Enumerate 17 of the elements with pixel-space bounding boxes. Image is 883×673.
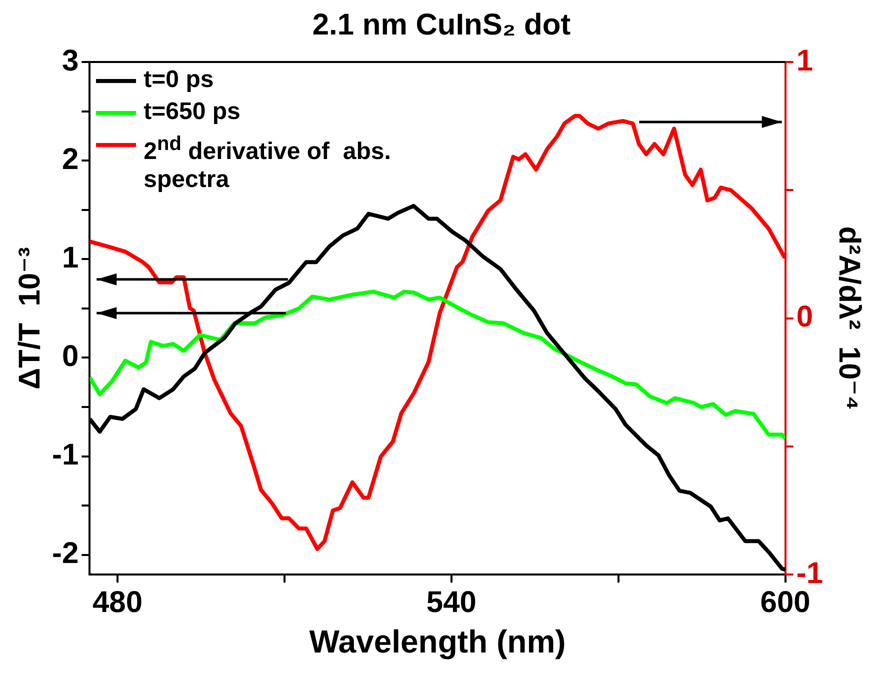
y-tick-label: 1 xyxy=(62,241,79,274)
y-tick-label: 2 xyxy=(62,142,79,176)
y2-axis-title: d²A/dλ² 10⁻⁴ xyxy=(832,226,866,410)
y-tick-label: -2 xyxy=(52,537,79,570)
y2-tick-label: 1 xyxy=(796,44,814,78)
y-axis-title: ΔT/T 10⁻³ xyxy=(13,247,46,390)
x-axis-title: Wavelength (nm) xyxy=(309,624,566,660)
y2-tick-label: 0 xyxy=(796,300,814,334)
y-tick-label: -1 xyxy=(52,438,79,472)
x-tick-label: 480 xyxy=(92,586,143,619)
legend-label: t=650 ps xyxy=(144,98,240,126)
y-tick-label: 0 xyxy=(62,340,79,373)
legend-label: 2$^{nd}$ derivative of abs. spectra xyxy=(144,132,392,194)
legend-label: t=0 ps xyxy=(144,66,214,94)
chart-title: 2.1 nm CuInS₂ dot xyxy=(312,8,571,42)
y-tick-label: 3 xyxy=(62,44,79,78)
x-tick-label: 540 xyxy=(426,586,476,619)
